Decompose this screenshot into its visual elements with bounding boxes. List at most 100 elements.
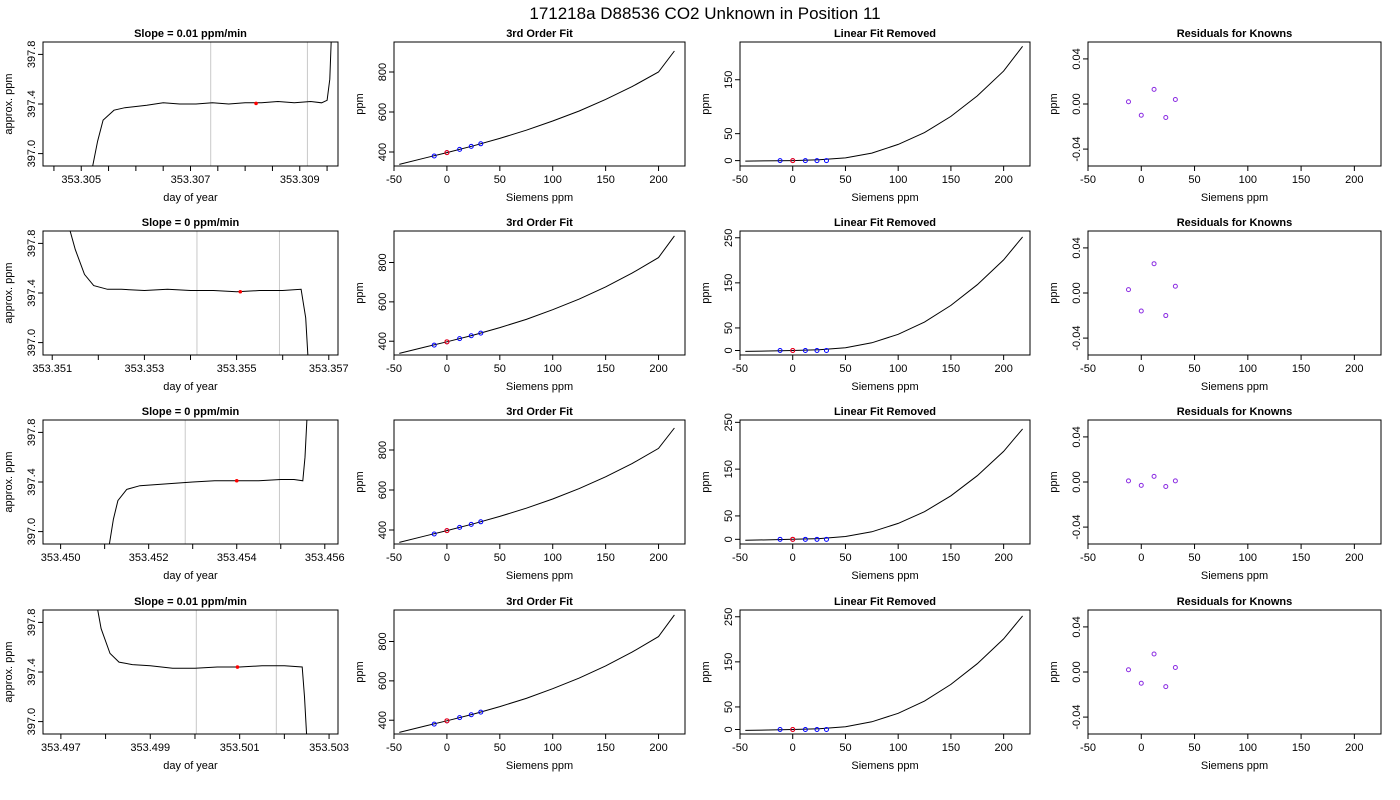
series-line [108, 420, 308, 544]
x-tick-label: 353.501 [220, 742, 260, 754]
x-axis-label: Siemens ppm [1201, 381, 1268, 393]
panel-title: Slope = 0 ppm/min [142, 406, 240, 418]
panel-12: Residuals for Knowns -50 0 50 100 150 200 -0.04… [1048, 406, 1382, 582]
x-axis-label: Siemens ppm [506, 760, 573, 772]
y-tick-label: 397.0 [26, 708, 38, 736]
series-line [745, 45, 1023, 162]
x-tick-label: 50 [494, 742, 506, 754]
series-line [399, 235, 675, 354]
x-tick-label: 200 [649, 174, 667, 186]
known-point [468, 333, 474, 339]
known-point [1163, 684, 1169, 690]
x-tick-label: 200 [1345, 363, 1363, 375]
panel-title: Residuals for Knowns [1177, 406, 1293, 418]
x-tick-label: -50 [386, 363, 402, 375]
series-line [745, 615, 1023, 731]
y-tick-label: 150 [723, 460, 735, 478]
x-tick-label: 100 [889, 742, 907, 754]
x-tick-label: 0 [790, 363, 796, 375]
x-tick-label: 100 [1239, 552, 1257, 564]
x-axis-label: Siemens ppm [506, 570, 573, 582]
panel-6: 3rd Order Fit -50 0 50 100 150 200 400 600 800 Sie… [354, 217, 686, 393]
mean-marker [254, 101, 258, 106]
x-tick-label: 0 [444, 174, 450, 186]
series-line [399, 614, 675, 733]
unknown-point [444, 150, 450, 156]
known-point [431, 531, 437, 537]
unknown-point [790, 158, 796, 164]
y-tick-label: -0.04 [1071, 705, 1083, 730]
unknown-point [790, 726, 796, 732]
plot-area [399, 235, 675, 354]
known-point [431, 721, 437, 727]
x-tick-label: 150 [1292, 363, 1310, 375]
known-point [1163, 313, 1169, 319]
known-point [1151, 261, 1157, 267]
y-tick-label: 400 [377, 143, 389, 161]
known-point [777, 347, 783, 353]
x-tick-label: 0 [444, 742, 450, 754]
plot-frame [739, 230, 1031, 356]
x-tick-label: 353.307 [171, 174, 211, 186]
plot-area [97, 610, 308, 734]
y-tick-label: 0.00 [1071, 471, 1083, 492]
x-tick-label: 50 [1188, 552, 1200, 564]
panel-16: Residuals for Knowns -50 0 50 100 150 200 -0.04… [1048, 596, 1382, 772]
y-tick-label: 397.8 [26, 230, 38, 258]
plot-area [1125, 86, 1178, 121]
series-line [69, 231, 309, 355]
panel-7: Linear Fit Removed -50 0 50 100 150 200 0 50 150 2… [700, 217, 1031, 393]
y-tick-label: 0.00 [1071, 661, 1083, 682]
x-tick-label: 353.351 [32, 363, 72, 375]
y-tick-label: -0.04 [1071, 137, 1083, 162]
x-tick-label: 0 [444, 363, 450, 375]
y-axis-label: ppm [700, 661, 712, 682]
plot-frame [1087, 41, 1382, 167]
y-tick-label: 0 [723, 726, 735, 732]
known-point [802, 158, 808, 164]
known-point [478, 141, 484, 147]
known-point [1172, 283, 1178, 289]
panel-2: 3rd Order Fit -50 0 50 100 150 200 400 600 800 Sie… [354, 28, 686, 204]
x-tick-label: 150 [942, 174, 960, 186]
x-tick-label: 200 [649, 552, 667, 564]
panel-title: Slope = 0 ppm/min [142, 217, 240, 229]
panel-5: Slope = 0 ppm/min 353.351 353.353 353.355 35… [3, 217, 349, 393]
known-point [1125, 667, 1131, 673]
plot-area [1125, 473, 1178, 490]
known-point [1138, 680, 1144, 686]
plot-frame [1087, 230, 1382, 356]
plot-frame [739, 41, 1031, 167]
y-tick-label: 0.00 [1071, 282, 1083, 303]
y-tick-label: 397.0 [26, 329, 38, 357]
x-tick-label: -50 [1080, 552, 1096, 564]
x-tick-label: 50 [839, 174, 851, 186]
panel-11: Linear Fit Removed -50 0 50 100 150 200 0 50 150 2… [700, 406, 1031, 582]
x-tick-label: -50 [732, 363, 748, 375]
plot-frame [393, 609, 686, 735]
panel-8: Residuals for Knowns -50 0 50 100 150 200 -0.04… [1048, 217, 1382, 393]
y-tick-label: 397.0 [26, 140, 38, 168]
x-tick-label: 50 [494, 174, 506, 186]
y-tick-label: 600 [377, 103, 389, 121]
known-point [777, 158, 783, 164]
x-axis-label: Siemens ppm [851, 760, 918, 772]
x-tick-label: 200 [994, 742, 1012, 754]
panel-title: Linear Fit Removed [834, 28, 936, 40]
panel-4: Residuals for Knowns -50 0 50 100 150 200 -0.04… [1048, 28, 1382, 204]
known-point [1172, 664, 1178, 670]
known-point [1125, 287, 1131, 293]
y-tick-label: -0.04 [1071, 326, 1083, 351]
x-tick-label: 353.497 [41, 742, 81, 754]
x-tick-label: 0 [1138, 742, 1144, 754]
x-tick-label: 353.309 [280, 174, 320, 186]
panel-title: Linear Fit Removed [834, 217, 936, 229]
series-line [97, 610, 308, 734]
x-tick-label: 150 [596, 174, 614, 186]
x-axis-label: Siemens ppm [851, 570, 918, 582]
x-axis-label: Siemens ppm [1201, 570, 1268, 582]
known-point [478, 709, 484, 715]
y-tick-label: 0.04 [1071, 616, 1083, 637]
x-tick-label: 0 [1138, 174, 1144, 186]
x-tick-label: 100 [889, 174, 907, 186]
